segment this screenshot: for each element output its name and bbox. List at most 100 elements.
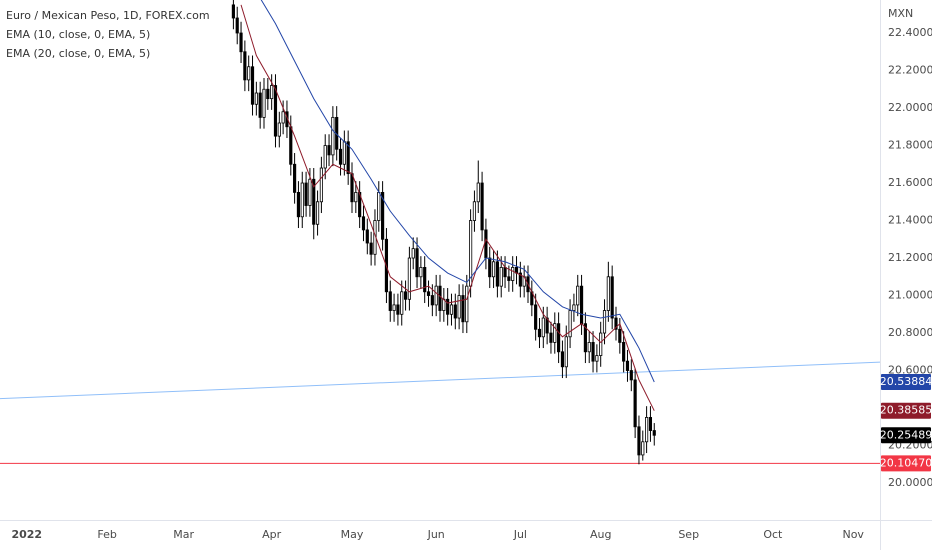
trendline	[0, 361, 880, 400]
y-tick-label: 21.60000	[888, 176, 932, 189]
candle-body	[423, 267, 427, 293]
candle-body	[361, 216, 366, 231]
x-tick-label: Jun	[427, 528, 445, 541]
candle-body	[323, 145, 327, 169]
candle-body	[358, 191, 362, 218]
x-tick-label: Oct	[763, 528, 783, 541]
y-tick-label: 21.20000	[888, 251, 932, 264]
y-tick-label: 21.40000	[888, 214, 932, 227]
y-tick-label: 22.20000	[888, 64, 932, 77]
candle-body	[388, 291, 392, 311]
axes: 22.40000 22.20000 22.00000 21.80000 21.60000…	[11, 26, 932, 541]
candle-body	[568, 310, 572, 338]
chart-title: Euro / Mexican Peso, 1D, FOREX.com	[6, 9, 210, 22]
candle-body	[247, 66, 251, 81]
candle-body	[602, 310, 607, 334]
candle-body	[572, 304, 576, 311]
x-tick-label: 2022	[11, 528, 42, 541]
candle-body	[407, 257, 411, 300]
candle-body	[491, 261, 496, 278]
candle-body	[281, 111, 285, 124]
candle-body	[564, 336, 568, 368]
candle-body	[599, 332, 603, 356]
candle-body	[365, 229, 369, 244]
candle-body	[606, 276, 610, 311]
candle-body	[484, 229, 488, 259]
series-price-tag-box	[881, 402, 931, 419]
candle-body	[457, 295, 461, 319]
candle-body	[618, 328, 622, 343]
x-tick-label: Mar	[173, 528, 194, 541]
candle-body	[331, 116, 335, 156]
candle-body	[277, 122, 281, 137]
legend-entry: EMA (20, close, 0, EMA, 5)	[6, 47, 150, 60]
candle-body	[304, 182, 308, 206]
x-tick-label: Aug	[590, 528, 611, 541]
candle-body	[338, 148, 343, 165]
candle-body	[503, 267, 507, 278]
candle-body	[300, 182, 304, 218]
candle-body	[239, 32, 243, 53]
candle-body	[342, 141, 346, 165]
candle-body	[488, 257, 492, 278]
y-tick-label: 22.00000	[888, 101, 932, 114]
candle-body	[270, 85, 274, 100]
candle-body	[465, 285, 469, 323]
candle-body	[430, 295, 434, 306]
candle-body	[625, 360, 630, 371]
last-price-tag: 20.25489	[880, 428, 932, 441]
candle-body	[354, 191, 358, 203]
candle-body	[579, 285, 584, 325]
candle-body	[308, 178, 312, 206]
legend-entry: EMA (10, close, 0, EMA, 5)	[6, 28, 150, 41]
candle-body	[369, 242, 373, 255]
candle-body	[472, 201, 477, 221]
candle-body	[511, 267, 515, 281]
candle-body	[614, 317, 618, 330]
candle-body	[243, 51, 247, 81]
series-price-tag: 20.38585	[880, 404, 932, 417]
candle-body	[396, 304, 400, 315]
y-tick-label: 20.80000	[888, 326, 932, 339]
x-tick-label: Apr	[262, 528, 282, 541]
candle-body	[411, 248, 415, 259]
candle-body	[327, 145, 331, 156]
candle-body	[610, 276, 614, 319]
y-tick-label: 22.40000	[888, 26, 932, 39]
candle-body	[446, 298, 450, 315]
candle-body	[415, 248, 419, 278]
candle-body	[557, 323, 561, 353]
candle-body	[637, 426, 641, 456]
candle-body	[499, 267, 503, 287]
candle-body	[289, 126, 293, 165]
candle-body	[381, 191, 385, 240]
candle-body	[595, 355, 599, 362]
candle-body	[403, 291, 408, 300]
candle-body	[476, 182, 480, 203]
candle-body	[273, 85, 278, 137]
candle-body	[377, 191, 381, 221]
y-tick-label: 20.00000	[888, 476, 932, 489]
candle-body	[392, 304, 396, 311]
candle-body	[319, 167, 323, 203]
candle-body	[419, 267, 423, 278]
candle-body	[652, 430, 656, 436]
candle-body	[266, 88, 270, 100]
candle-body	[495, 261, 499, 287]
x-tick-label: Feb	[97, 528, 116, 541]
candle-body	[518, 272, 522, 287]
candle-body	[258, 92, 262, 118]
candle-body	[461, 295, 465, 323]
candle-body	[262, 88, 266, 118]
x-tick-label: May	[341, 528, 364, 541]
candle-body	[537, 328, 542, 338]
y-tick-label: 21.00000	[888, 289, 932, 302]
unit-label: MXN	[888, 7, 913, 20]
candle-body	[438, 285, 442, 311]
candle-body	[541, 317, 545, 338]
candle-body	[434, 285, 438, 306]
candle-body	[293, 163, 297, 193]
plot-area	[0, 0, 880, 465]
